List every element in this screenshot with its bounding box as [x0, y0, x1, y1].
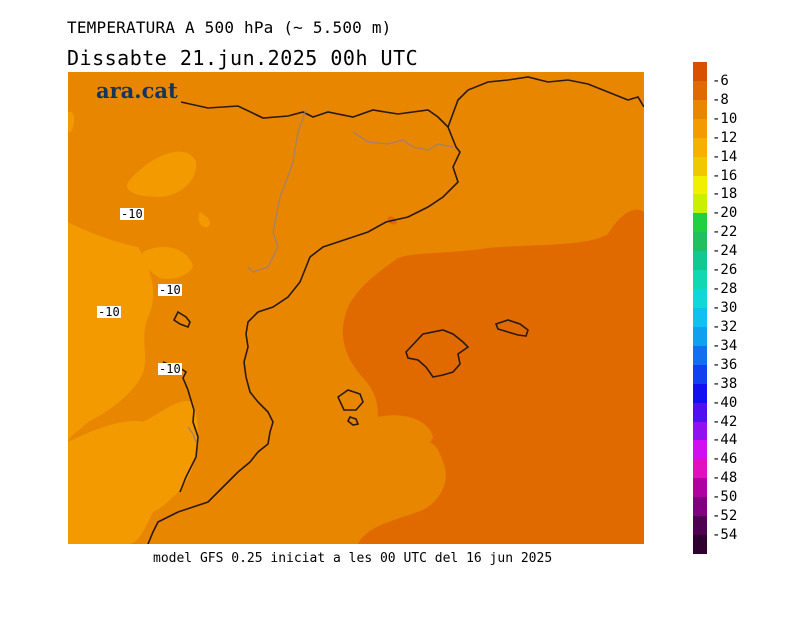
coastline-france [447, 76, 644, 128]
isoline-label: -10 [120, 207, 144, 221]
color-scale-segment [693, 232, 707, 252]
color-scale-segment [693, 118, 707, 139]
color-scale-label: -42 [712, 413, 738, 430]
color-scale-label: -32 [712, 318, 738, 335]
model-footer: model GFS 0.25 iniciat a les 00 UTC del … [153, 551, 553, 566]
color-scale-segment [693, 364, 707, 385]
color-scale-segment [693, 137, 707, 158]
color-scale-label: -16 [712, 167, 738, 184]
color-scale-segment [693, 99, 707, 120]
border-aragon-catalonia [247, 109, 307, 273]
field-minus12-island-3 [142, 247, 193, 279]
color-scale-label: -20 [712, 205, 738, 222]
color-scale-label: -50 [712, 489, 738, 506]
color-scale-segment [693, 516, 707, 536]
brand-logo: ara.cat [96, 78, 178, 103]
border-france-spain [352, 131, 454, 151]
map-title: TEMPERATURA A 500 hPa (~ 5.500 m) [67, 18, 392, 37]
color-scale-segment [693, 213, 707, 233]
color-scale-segment [693, 326, 707, 347]
temperature-map [68, 72, 644, 544]
color-scale-label: -28 [712, 281, 738, 298]
color-scale-label: -36 [712, 356, 738, 373]
field-minus8-region-east [342, 209, 644, 544]
field-minus12-island-2 [198, 212, 211, 228]
color-scale-segment [693, 289, 707, 309]
border-valencia [187, 426, 197, 443]
color-scale-label: -12 [712, 129, 738, 146]
color-scale-segment [693, 270, 707, 290]
color-scale-label: -26 [712, 262, 738, 279]
color-scale-segment [693, 497, 707, 517]
coastline-north [147, 101, 461, 544]
color-scale-segment [693, 251, 707, 271]
island-formentera [346, 416, 360, 426]
color-scale-segment [693, 383, 707, 404]
forecast-date: Dissabte 21.jun.2025 00h UTC [67, 46, 419, 70]
island-menorca [494, 319, 529, 337]
color-scale-segment [693, 194, 707, 214]
color-scale-segment [693, 478, 707, 498]
isoline-label: -10 [158, 362, 182, 376]
color-scale-segment [693, 62, 707, 82]
island-ibiza [336, 389, 364, 411]
field-minus12-island-4 [68, 111, 75, 133]
color-scale-segment [693, 421, 707, 441]
island-mallorca [405, 329, 470, 378]
color-scale-segment [693, 308, 707, 328]
field-minus10-patch-south [377, 415, 433, 454]
color-scale-label: -22 [712, 224, 738, 241]
color-scale-label: -34 [712, 337, 738, 354]
color-scale-label: -44 [712, 432, 738, 449]
color-scale-segment [693, 345, 707, 366]
color-scale-label: -48 [712, 470, 738, 487]
field-minus12-region-southwest [68, 401, 198, 544]
color-scale-segment [693, 440, 707, 460]
color-scale-label: -54 [712, 527, 738, 544]
color-scale-label: -6 [712, 72, 729, 89]
color-scale-segment [693, 156, 707, 177]
color-scale-segment [693, 80, 707, 101]
isoline-label: -10 [158, 283, 182, 297]
color-scale-segment [693, 535, 707, 555]
color-scale-label: -24 [712, 243, 738, 260]
color-scale-label: -38 [712, 375, 738, 392]
color-scale [693, 62, 707, 555]
color-scale-label: -46 [712, 451, 738, 468]
coastline-west-lobe [172, 310, 191, 329]
color-scale-label: -30 [712, 300, 738, 316]
field-minus12-island-1 [127, 151, 197, 197]
color-scale-label: -10 [712, 110, 738, 127]
color-scale-segment [693, 459, 707, 479]
field-minus12-region-west [68, 222, 154, 442]
color-scale-label: -14 [712, 148, 738, 165]
color-scale-segment [693, 402, 707, 423]
color-scale-label: -8 [712, 91, 729, 108]
color-scale-label: -40 [712, 394, 738, 411]
isoline-label: -10 [97, 305, 121, 319]
color-scale-label: -52 [712, 508, 738, 525]
color-scale-segment [693, 175, 707, 195]
color-scale-label: -18 [712, 186, 738, 203]
